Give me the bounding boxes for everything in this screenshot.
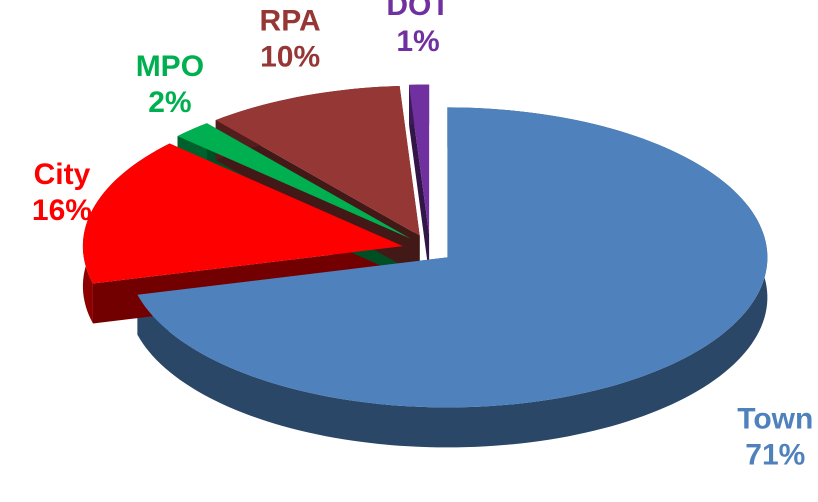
pie-slice (82, 143, 403, 284)
slice-label: RPA (260, 5, 321, 38)
slice-label: Town (737, 403, 813, 436)
pie-slice (409, 84, 430, 235)
slice-label: MPO (136, 50, 204, 83)
slice-wall (409, 84, 430, 275)
slice-value-label: 71% (745, 439, 805, 472)
pie-slice (137, 107, 768, 408)
pie-slice (215, 85, 420, 236)
slice-value-label: 10% (260, 41, 320, 74)
slice-label: DOT (386, 0, 449, 22)
slice-value-label: 1% (396, 25, 439, 58)
slice-tops (82, 84, 768, 408)
slice-value-label: 2% (148, 86, 191, 119)
slice-label: City (34, 158, 91, 191)
pie-slice (177, 123, 411, 239)
slice-value-label: 16% (32, 194, 92, 227)
